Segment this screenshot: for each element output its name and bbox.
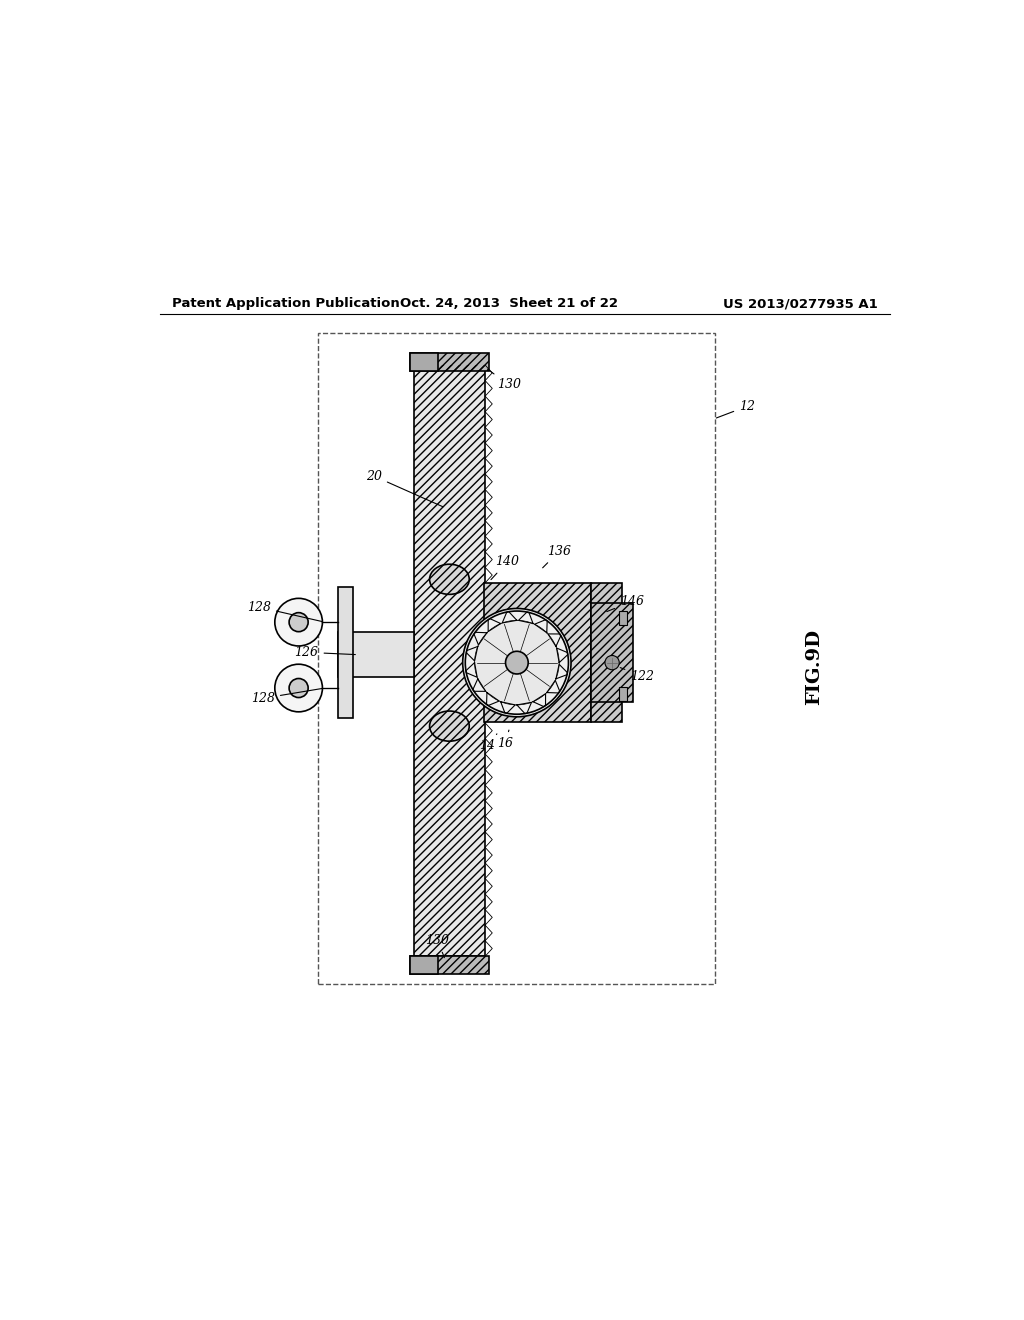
Text: 140: 140 [490,556,519,579]
Text: 146: 146 [607,595,644,611]
Circle shape [274,598,323,645]
Bar [592,583,622,722]
Circle shape [605,656,620,669]
Bar [620,686,627,701]
Bar [410,354,489,371]
Text: 126: 126 [295,645,355,659]
Bar [410,354,437,371]
Bar [338,632,414,677]
Bar [592,583,622,722]
Bar [410,956,489,974]
Text: 128: 128 [247,601,323,622]
Bar [414,366,485,956]
Bar [410,956,437,974]
Circle shape [289,612,308,632]
Text: 14: 14 [479,734,497,752]
Text: 20: 20 [366,470,443,507]
Circle shape [474,620,559,705]
Bar [410,354,489,371]
Bar [592,603,633,702]
Text: Patent Application Publication: Patent Application Publication [172,297,399,310]
Text: US 2013/0277935 A1: US 2013/0277935 A1 [723,297,878,310]
Text: 130: 130 [487,370,521,391]
Bar [318,333,715,983]
Ellipse shape [430,564,469,594]
Bar [338,587,352,718]
Text: 130: 130 [426,933,450,957]
Circle shape [463,609,571,717]
Text: 12: 12 [716,400,755,418]
Text: 16: 16 [497,730,513,750]
Circle shape [506,651,528,675]
Text: 136: 136 [543,545,571,568]
Bar [592,603,633,702]
Bar [414,366,485,956]
Bar [484,583,592,722]
Bar [410,956,489,974]
Text: 128: 128 [251,689,323,705]
Text: Oct. 24, 2013  Sheet 21 of 22: Oct. 24, 2013 Sheet 21 of 22 [400,297,617,310]
Bar [620,611,627,624]
Circle shape [274,664,323,711]
Circle shape [289,678,308,697]
Bar [484,583,592,722]
Text: 122: 122 [621,668,654,682]
Text: FIG.9D: FIG.9D [806,628,823,705]
Ellipse shape [430,711,469,742]
